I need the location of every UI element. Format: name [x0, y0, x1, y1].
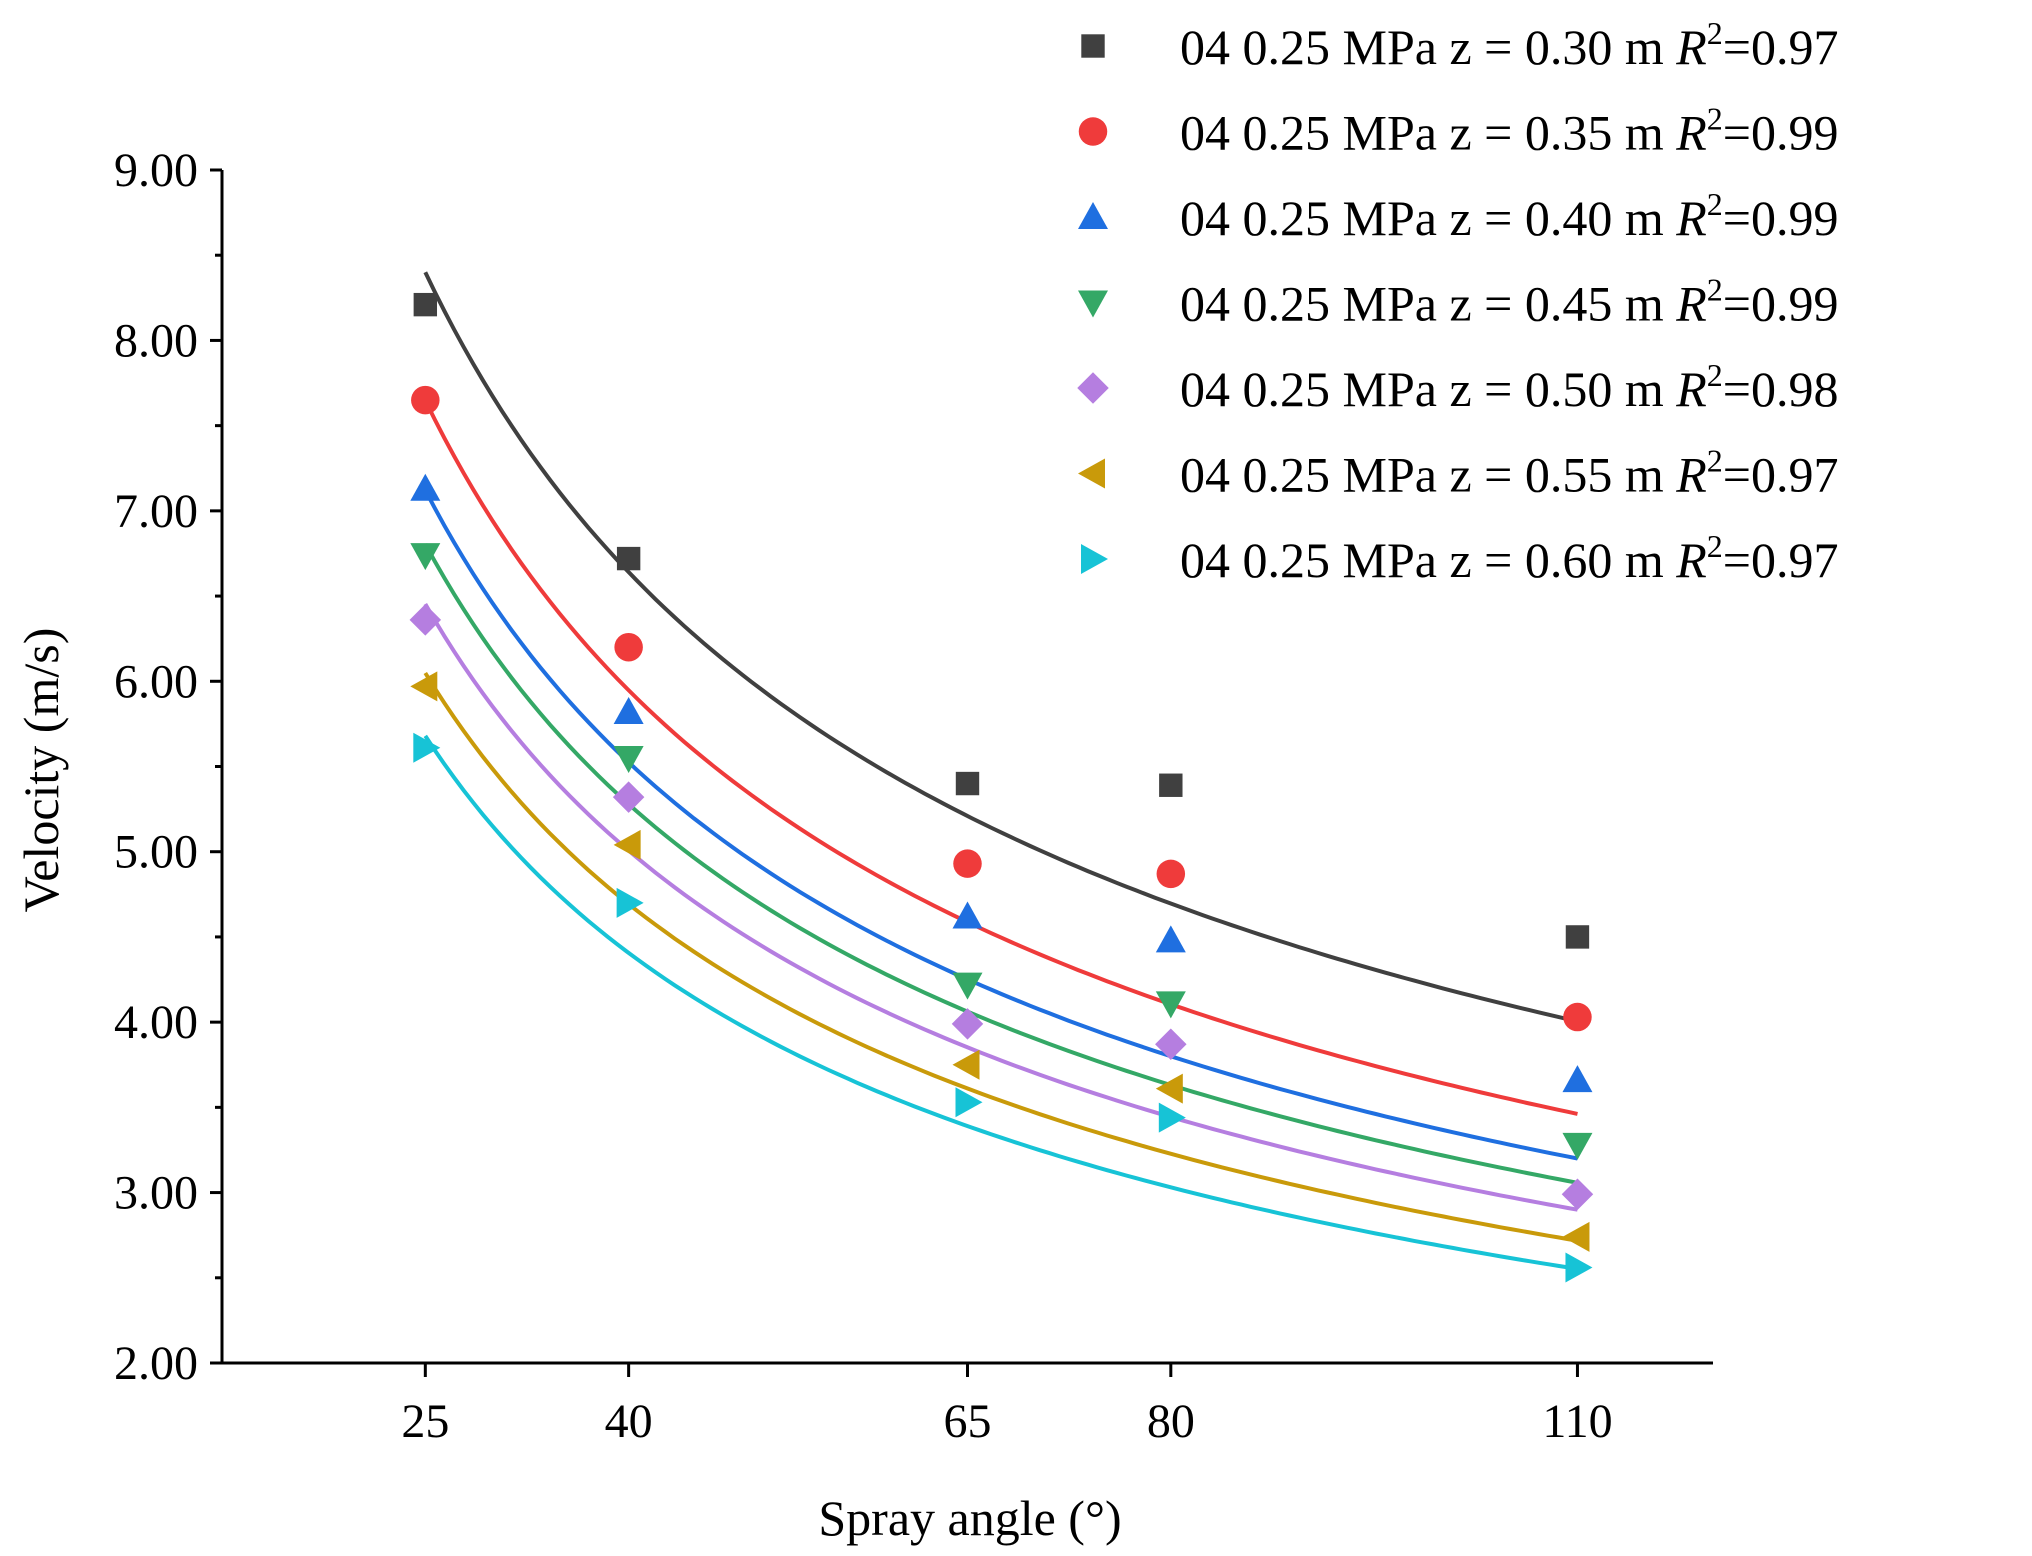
- legend-marker-series-6: [1078, 458, 1105, 489]
- data-point-series-7: [955, 1087, 983, 1118]
- legend-marker-series-2: [1078, 117, 1108, 146]
- y-tick-label: 9.00: [114, 144, 198, 197]
- fit-line-series-2: [423, 399, 1578, 1116]
- data-point-series-3: [410, 473, 441, 501]
- legend-label-series-7: 04 0.25 MPa z = 0.60 m R2=0.97: [1180, 528, 1839, 588]
- y-tick-label: 5.00: [114, 826, 198, 879]
- legend-label-series-2: 04 0.25 MPa z = 0.35 m R2=0.99: [1180, 101, 1839, 161]
- axes: 2.00 3.00 4.00 5.00 6.00 7.00 8.00 9.00 25 40 65 80…: [114, 144, 1713, 1448]
- data-point-series-1: [1565, 925, 1590, 949]
- fit-line-series-6: [423, 671, 1578, 1243]
- data-point-series-3: [1155, 925, 1186, 953]
- data-point-series-7: [1565, 1252, 1593, 1283]
- fit-lines: [423, 271, 1578, 1271]
- x-tick-label: 65: [944, 1395, 992, 1448]
- data-point-series-4: [1155, 991, 1186, 1019]
- data-point-series-2: [411, 385, 440, 415]
- data-point-series-4: [410, 543, 441, 571]
- fit-line-series-4: [423, 543, 1578, 1185]
- data-point-series-7: [616, 887, 644, 918]
- data-point-series-3: [613, 696, 644, 724]
- data-point-series-6: [613, 829, 641, 860]
- data-point-series-4: [952, 972, 983, 1000]
- data-point-series-5: [612, 781, 645, 813]
- data-point-series-6: [1155, 1073, 1183, 1104]
- data-point-series-3: [1562, 1065, 1593, 1093]
- data-point-series-5: [409, 604, 442, 636]
- y-tick-label: 7.00: [114, 485, 198, 538]
- legend-marker-series-1: [1081, 34, 1105, 58]
- legend-label-series-6: 04 0.25 MPa z = 0.55 m R2=0.97: [1180, 443, 1839, 503]
- y-tick-label: 8.00: [114, 314, 198, 367]
- data-point-series-2: [953, 849, 982, 878]
- data-point-series-1: [1159, 773, 1183, 797]
- x-axis-title: Spray angle (°): [818, 1490, 1121, 1546]
- data-point-series-5: [1561, 1178, 1594, 1211]
- data-point-series-1: [413, 292, 438, 317]
- legend-marker-series-3: [1078, 202, 1108, 229]
- data-point-series-3: [952, 901, 983, 929]
- x-tick-label: 40: [605, 1395, 653, 1448]
- data-point-series-4: [613, 745, 644, 773]
- data-point-series-6: [1562, 1221, 1590, 1252]
- legend-label-series-4: 04 0.25 MPa z = 0.45 m R2=0.99: [1180, 272, 1839, 332]
- data-point-series-1: [955, 771, 980, 796]
- data-point-series-5: [1155, 1028, 1187, 1061]
- legend-marker-series-5: [1077, 372, 1109, 404]
- y-tick-label: 3.00: [114, 1167, 198, 1220]
- legend-marker-series-7: [1081, 544, 1108, 574]
- y-axis-title: Velocity (m/s): [13, 628, 69, 913]
- data-markers: [409, 292, 1594, 1283]
- data-point-series-6: [952, 1049, 980, 1080]
- legend: 04 0.25 MPa z = 0.30 m R2=0.97 04 0.25 MP…: [1077, 15, 1839, 588]
- data-point-series-6: [410, 671, 438, 702]
- legend-label-series-5: 04 0.25 MPa z = 0.50 m R2=0.98: [1180, 357, 1839, 417]
- data-point-series-5: [951, 1008, 984, 1040]
- fit-line-series-5: [423, 602, 1578, 1212]
- y-tick-label: 2.00: [114, 1337, 198, 1390]
- y-tick-label: 4.00: [114, 996, 198, 1049]
- data-point-series-2: [1563, 1002, 1592, 1032]
- x-tick-label: 80: [1147, 1395, 1195, 1448]
- data-point-series-2: [614, 632, 643, 662]
- x-tick-label: 110: [1542, 1395, 1612, 1448]
- data-point-series-4: [1562, 1132, 1593, 1160]
- legend-label-series-3: 04 0.25 MPa z = 0.40 m R2=0.99: [1180, 186, 1839, 246]
- data-point-series-2: [1156, 859, 1186, 889]
- legend-label-series-1: 04 0.25 MPa z = 0.30 m R2=0.97: [1180, 15, 1839, 75]
- legend-marker-series-4: [1078, 290, 1108, 318]
- x-tick-label: 25: [401, 1395, 449, 1448]
- fit-line-series-7: [423, 734, 1578, 1271]
- data-point-series-1: [616, 546, 641, 571]
- data-point-series-7: [1158, 1102, 1186, 1133]
- data-point-series-7: [413, 732, 441, 763]
- y-tick-label: 6.00: [114, 655, 198, 708]
